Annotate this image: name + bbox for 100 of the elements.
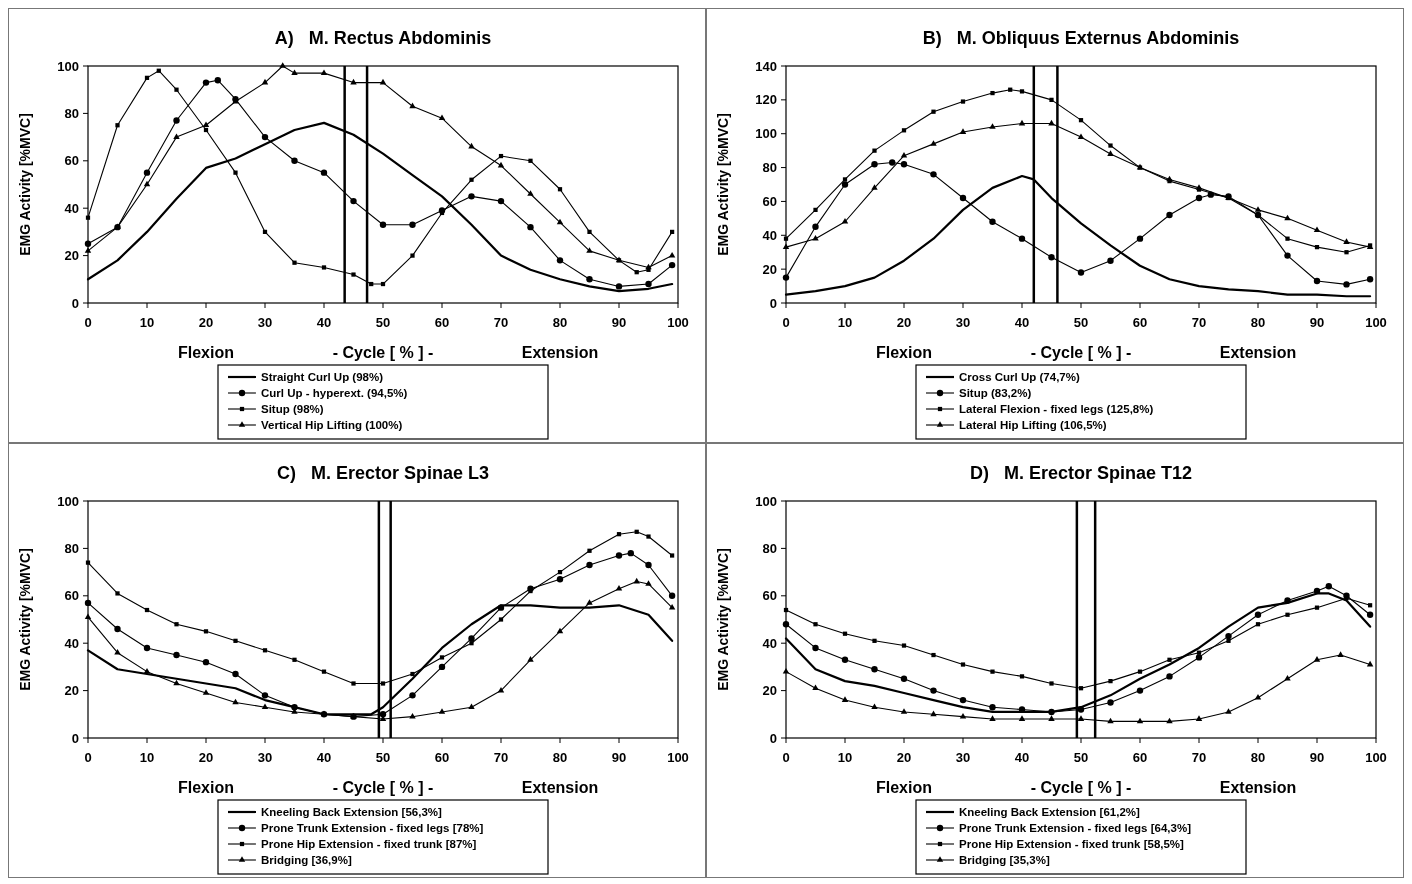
- chart-title: D) M. Erector Spinae T12: [969, 463, 1193, 483]
- x-tick-label: 60: [1132, 315, 1148, 330]
- x-tick-label: 100: [1365, 315, 1387, 330]
- text: Extension: [1219, 344, 1297, 361]
- x-tick-label: 60: [434, 315, 450, 330]
- x-tick-label: 40: [316, 750, 332, 765]
- x-tick-label: 90: [1309, 750, 1325, 765]
- chart-title: B) M. Obliquus Externus Abdominis: [922, 28, 1240, 48]
- x-tick-label: 100: [667, 315, 689, 330]
- y-tick-label: 60: [762, 193, 777, 209]
- legend-label: Situp (98%): [261, 403, 324, 416]
- legend-label: Kneeling Back Extension [61,2%]: [959, 806, 1141, 819]
- x-tick-label: 40: [1014, 315, 1030, 330]
- x-tick-label: 70: [493, 750, 509, 765]
- x-tick-label: 10: [139, 315, 155, 330]
- y-axis-title: EMG Activity [%MVC]: [17, 548, 33, 691]
- legend-label: Curl Up - hyperext. (94,5%): [261, 387, 408, 400]
- x-tick-label: 30: [955, 315, 971, 330]
- y-tick-label: 0: [71, 295, 79, 311]
- x-tick-label: 80: [552, 315, 568, 330]
- y-tick-label: 0: [71, 730, 79, 746]
- y-tick-label: 0: [769, 295, 777, 311]
- y-axis-title: EMG Activity [%MVC]: [715, 113, 731, 256]
- y-tick-label: 80: [762, 540, 777, 556]
- y-tick-label: 60: [64, 588, 79, 604]
- x-tick-label: 10: [837, 750, 853, 765]
- y-axis-title: EMG Activity [%MVC]: [715, 548, 731, 691]
- y-tick-label: 60: [64, 153, 79, 169]
- x-tick-label: 50: [375, 315, 391, 330]
- x-tick-label: 10: [837, 315, 853, 330]
- y-tick-label: 40: [762, 227, 777, 243]
- y-tick-label: 0: [769, 730, 777, 746]
- x-tick-label: 20: [198, 750, 214, 765]
- x-tick-label: 0: [84, 315, 92, 330]
- legend-label: Prone Trunk Extension - fixed legs [64,3%]: [959, 822, 1192, 835]
- x-axis-title: - Cycle [ % ] -: [1030, 344, 1132, 361]
- legend-label: Bridging [36,9%]: [261, 854, 352, 867]
- legend-label: Vertical Hip Lifting (100%): [261, 419, 403, 432]
- y-tick-label: 100: [755, 126, 777, 142]
- legend-label: Kneeling Back Extension [56,3%]: [261, 806, 443, 819]
- x-tick-label: 30: [257, 315, 273, 330]
- x-tick-label: 20: [896, 315, 912, 330]
- y-tick-label: 140: [755, 58, 777, 74]
- y-tick-label: 100: [755, 493, 777, 509]
- text: Flexion: [875, 344, 933, 361]
- x-tick-label: 90: [1309, 315, 1325, 330]
- x-tick-label: 50: [375, 750, 391, 765]
- y-tick-label: 40: [64, 200, 79, 216]
- x-axis-title: - Cycle [ % ] -: [332, 779, 434, 796]
- x-tick-label: 90: [611, 315, 627, 330]
- x-tick-label: 70: [1191, 315, 1207, 330]
- text: Extension: [521, 779, 599, 796]
- x-tick-label: 20: [198, 315, 214, 330]
- text: Extension: [521, 344, 599, 361]
- y-tick-label: 80: [762, 160, 777, 176]
- legend-label: Cross Curl Up (74,7%): [959, 371, 1080, 384]
- chart-title: C) M. Erector Spinae L3: [276, 463, 490, 483]
- x-tick-label: 80: [1250, 750, 1266, 765]
- x-tick-label: 0: [782, 750, 790, 765]
- x-tick-label: 50: [1073, 750, 1089, 765]
- x-tick-label: 0: [84, 750, 92, 765]
- text: Flexion: [177, 779, 235, 796]
- x-tick-label: 100: [667, 750, 689, 765]
- x-tick-label: 20: [896, 750, 912, 765]
- x-tick-label: 40: [1014, 750, 1030, 765]
- legend-label: Lateral Hip Lifting (106,5%): [959, 419, 1107, 432]
- legend-label: Situp (83,2%): [959, 387, 1032, 400]
- x-tick-label: 60: [1132, 750, 1148, 765]
- y-tick-label: 80: [64, 105, 79, 121]
- x-tick-label: 30: [955, 750, 971, 765]
- y-tick-label: 40: [64, 635, 79, 651]
- y-tick-label: 20: [64, 683, 79, 699]
- x-tick-label: 30: [257, 750, 273, 765]
- y-tick-label: 100: [57, 493, 79, 509]
- legend-label: Prone Hip Extension - fixed trunk [87%]: [261, 838, 477, 851]
- x-tick-label: 60: [434, 750, 450, 765]
- y-tick-label: 60: [762, 588, 777, 604]
- x-tick-label: 70: [1191, 750, 1207, 765]
- y-tick-label: 80: [64, 540, 79, 556]
- text: Flexion: [177, 344, 235, 361]
- x-tick-label: 0: [782, 315, 790, 330]
- legend-label: Prone Trunk Extension - fixed legs [78%]: [261, 822, 484, 835]
- x-tick-label: 40: [316, 315, 332, 330]
- x-axis-title: - Cycle [ % ] -: [1030, 779, 1132, 796]
- x-tick-label: 50: [1073, 315, 1089, 330]
- legend-label: Straight Curl Up (98%): [261, 371, 384, 384]
- y-tick-label: 120: [755, 92, 777, 108]
- y-tick-label: 20: [762, 683, 777, 699]
- x-tick-label: 90: [611, 750, 627, 765]
- x-tick-label: 10: [139, 750, 155, 765]
- y-tick-label: 20: [64, 248, 79, 264]
- y-tick-label: 20: [762, 261, 777, 277]
- legend-label: Bridging [35,3%]: [959, 854, 1050, 867]
- x-axis-title: - Cycle [ % ] -: [332, 344, 434, 361]
- y-tick-label: 100: [57, 58, 79, 74]
- y-axis-title: EMG Activity [%MVC]: [17, 113, 33, 256]
- legend-label: Prone Hip Extension - fixed trunk [58,5%]: [959, 838, 1185, 851]
- text: Flexion: [875, 779, 933, 796]
- y-tick-label: 40: [762, 635, 777, 651]
- legend-label: Lateral Flexion - fixed legs (125,8%): [959, 403, 1154, 416]
